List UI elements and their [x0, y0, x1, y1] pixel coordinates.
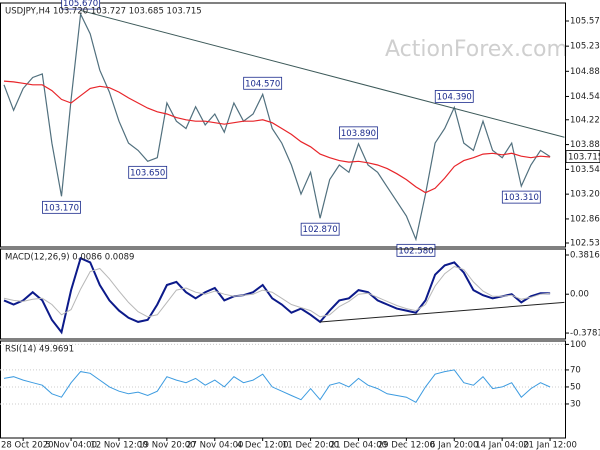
series-line: [3, 11, 551, 242]
label-box: [339, 126, 378, 140]
value-label: 104.390: [437, 92, 472, 102]
label-box: [396, 243, 436, 257]
series-line: [3, 369, 551, 403]
y-tick-label: 50: [570, 382, 581, 392]
label-box: [42, 200, 81, 214]
x-tick-label: 21 Jan 12:00: [523, 441, 577, 450]
panel-title: MACD(12,26,9) 0.0086 0.0089: [5, 253, 134, 263]
x-tick-label: 21 Dec 04:00: [330, 441, 387, 450]
x-tick-label: 29 Dec 12:00: [378, 441, 435, 450]
y-tick-label: 105.230: [570, 42, 600, 52]
label-box: [61, 0, 101, 10]
x-tick-label: 4 Dec 12:00: [237, 441, 289, 450]
y-tick-label: 0.3816: [570, 251, 600, 261]
panel-title: USDJPY,H4 103.720 103.727 103.685 103.71…: [5, 7, 202, 17]
series-line: [3, 80, 551, 194]
value-label: 103.170: [44, 203, 79, 213]
value-label: 105.670: [63, 0, 98, 9]
value-label: 104.570: [245, 79, 280, 89]
y-tick-label: 102.860: [570, 214, 600, 224]
value-label: 103.650: [130, 168, 165, 178]
x-tick-label: 11 Dec 20:00: [282, 441, 339, 450]
label-box: [128, 165, 168, 179]
trendline: [320, 301, 565, 323]
last-price-box: [565, 150, 600, 164]
y-tick-label: 30: [570, 399, 581, 409]
y-tick-label: 0.00: [570, 290, 589, 300]
y-tick-label: 70: [570, 365, 581, 375]
watermark: ActionForex.com: [385, 37, 568, 62]
y-tick-label: -0.3781: [570, 329, 600, 339]
series-line: [3, 265, 551, 318]
panel-title: RSI(14) 49.9691: [5, 345, 74, 355]
x-tick-label: 14 Jan 04:00: [475, 441, 529, 450]
label-box: [501, 190, 541, 204]
x-tick-label: 12 Nov 12:00: [90, 441, 147, 450]
y-tick-label: 104.885: [570, 67, 600, 77]
y-tick-label: 104.540: [570, 92, 600, 102]
last-price: 103.715: [568, 153, 600, 163]
trendline: [80, 9, 565, 138]
y-tick-label: 103.540: [570, 165, 600, 175]
y-tick-label: 102.530: [570, 238, 600, 248]
value-label: 103.310: [504, 193, 539, 203]
y-tick-label: 105.575: [570, 17, 600, 27]
panel-frame: [0, 2, 566, 248]
x-tick-label: 27 Nov 04:00: [186, 441, 243, 450]
x-tick-label: 19 Nov 20:00: [138, 441, 195, 450]
y-tick-label: 103.880: [570, 140, 600, 150]
label-box: [300, 222, 340, 236]
value-label: 102.870: [303, 225, 338, 235]
label-box: [243, 76, 283, 90]
x-tick-label: 28 Oct 2020: [1, 441, 54, 450]
label-box: [434, 89, 474, 103]
y-tick-label: 103.200: [570, 190, 600, 200]
y-tick-label: 104.220: [570, 115, 600, 125]
y-tick-label: 100: [570, 340, 586, 350]
value-label: 102.580: [398, 246, 433, 256]
x-tick-label: 6 Jan 20:00: [430, 441, 478, 450]
panel-frame: [0, 340, 566, 439]
value-label: 103.890: [341, 129, 376, 139]
x-tick-label: 5 Nov 04:00: [45, 441, 97, 450]
